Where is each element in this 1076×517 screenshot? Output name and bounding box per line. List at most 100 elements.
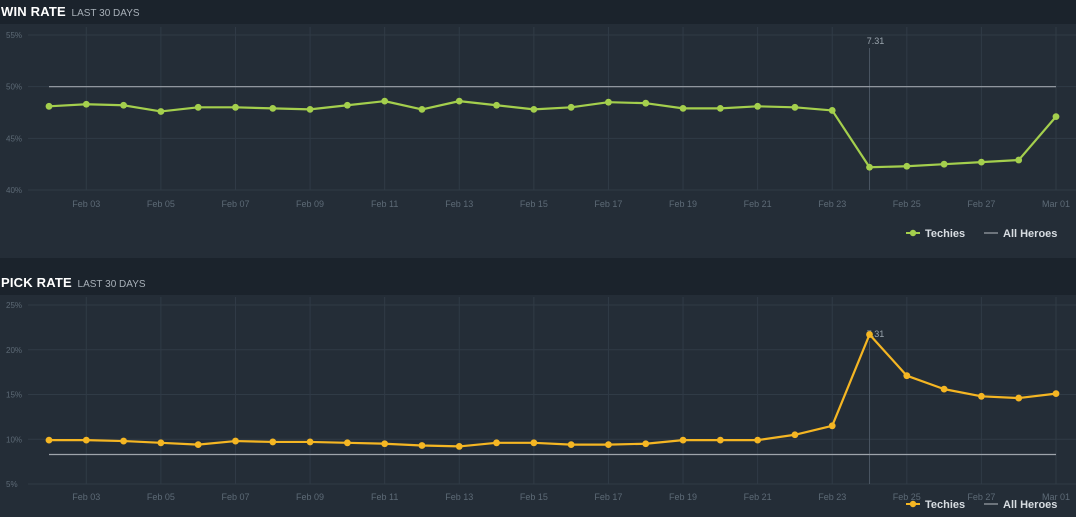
data-point xyxy=(1052,390,1060,398)
data-point xyxy=(306,438,314,446)
data-point xyxy=(679,436,687,444)
x-tick-label: Feb 19 xyxy=(669,199,697,209)
win-rate-title: WIN RATE xyxy=(1,4,66,19)
x-tick-label: Feb 21 xyxy=(744,199,772,209)
data-point xyxy=(381,97,389,105)
x-tick-label: Feb 03 xyxy=(72,199,100,209)
patch-marker-label: 7.31 xyxy=(867,329,885,339)
data-point xyxy=(828,107,836,114)
y-tick-label: 40% xyxy=(6,186,22,195)
data-point xyxy=(716,104,724,112)
x-tick-label: Feb 25 xyxy=(893,199,921,209)
data-point xyxy=(269,438,277,446)
x-tick-label: Feb 19 xyxy=(669,492,697,502)
legend-all-heroes-label: All Heroes xyxy=(1003,499,1057,511)
data-point xyxy=(828,422,836,430)
x-tick-label: Feb 11 xyxy=(371,492,398,502)
data-point xyxy=(232,103,239,111)
data-point xyxy=(642,99,650,107)
data-point xyxy=(567,103,575,111)
data-point xyxy=(605,441,612,449)
x-tick-label: Feb 21 xyxy=(744,492,772,502)
techies-line xyxy=(48,100,1057,169)
data-point xyxy=(82,436,90,444)
y-tick-label: 25% xyxy=(6,301,22,310)
x-tick-label: Feb 23 xyxy=(818,492,846,502)
data-point xyxy=(45,436,53,444)
data-point xyxy=(1015,394,1023,402)
x-tick-label: Feb 07 xyxy=(221,492,249,502)
data-point xyxy=(940,160,948,168)
data-point xyxy=(978,158,985,166)
data-point xyxy=(754,102,762,110)
data-point xyxy=(120,101,127,109)
y-tick-label: 5% xyxy=(6,480,18,489)
data-point xyxy=(642,440,650,448)
data-point xyxy=(978,392,985,400)
data-point xyxy=(493,101,500,109)
data-point xyxy=(716,436,724,444)
data-point xyxy=(306,106,314,113)
data-point xyxy=(866,331,873,338)
pick-rate-subtitle: LAST 30 DAYS xyxy=(77,279,146,290)
x-tick-label: Feb 11 xyxy=(371,199,398,209)
data-point xyxy=(791,431,799,439)
x-tick-label: Feb 15 xyxy=(520,492,548,502)
data-point xyxy=(381,440,389,448)
win-rate-panel: WIN RATE LAST 30 DAYS 40% 45% 50% 55% Feb 03… xyxy=(0,0,1076,258)
data-point xyxy=(530,439,538,447)
win-rate-header: WIN RATE LAST 30 DAYS xyxy=(0,0,1076,24)
x-tick-label: Feb 09 xyxy=(296,199,324,209)
legend-techies-marker xyxy=(909,500,917,508)
data-point xyxy=(157,439,165,447)
pick-rate-panel: PICK RATE LAST 30 DAYS 5% 10% 15% 20% 25% Feb… xyxy=(0,271,1076,517)
data-point xyxy=(194,441,202,449)
x-tick-label: Mar 01 xyxy=(1042,492,1070,502)
y-tick-label: 50% xyxy=(6,83,22,92)
section-divider xyxy=(0,258,1076,271)
data-point xyxy=(194,103,202,111)
x-tick-label: Feb 13 xyxy=(445,492,473,502)
data-point xyxy=(940,385,948,393)
x-tick-label: Feb 03 xyxy=(72,492,100,502)
x-tick-label: Feb 25 xyxy=(893,492,921,502)
legend-techies-label: Techies xyxy=(925,228,965,240)
data-point xyxy=(455,443,463,450)
x-tick-label: Feb 17 xyxy=(594,199,622,209)
x-tick-label: Feb 05 xyxy=(147,492,175,502)
x-tick-label: Feb 09 xyxy=(296,492,324,502)
techies-line xyxy=(49,333,1057,448)
win-rate-chart: 40% 45% 50% 55% Feb 03 Feb 05 Feb 07 Feb 09 Feb … xyxy=(6,27,1076,240)
data-point xyxy=(567,441,575,449)
data-point xyxy=(903,162,911,170)
x-tick-label: Feb 27 xyxy=(967,492,995,502)
data-point xyxy=(754,436,762,444)
data-point xyxy=(45,102,53,110)
pick-rate-header: PICK RATE LAST 30 DAYS xyxy=(0,271,1076,295)
x-tick-label: Feb 17 xyxy=(594,492,622,502)
pick-rate-title: PICK RATE xyxy=(1,275,72,290)
data-point xyxy=(866,163,873,171)
patch-marker-label: 7.31 xyxy=(867,36,885,46)
data-point xyxy=(679,104,687,112)
data-point xyxy=(120,437,127,445)
data-point xyxy=(418,106,426,113)
legend-techies-marker xyxy=(909,229,917,237)
data-point xyxy=(1052,113,1060,121)
data-point xyxy=(455,97,463,105)
pick-rate-chart: 5% 10% 15% 20% 25% Feb 03 Feb 05 Feb 07 Feb 09 Fe… xyxy=(6,297,1076,511)
data-point xyxy=(232,437,239,445)
data-point xyxy=(418,442,426,449)
data-point xyxy=(1015,156,1023,164)
data-point xyxy=(493,439,500,447)
y-tick-label: 15% xyxy=(6,391,22,400)
x-tick-label: Feb 15 xyxy=(520,199,548,209)
data-point xyxy=(343,101,351,109)
y-tick-label: 45% xyxy=(6,134,22,143)
y-tick-label: 10% xyxy=(6,435,22,444)
x-tick-label: Feb 07 xyxy=(221,199,249,209)
legend-techies-label: Techies xyxy=(925,499,965,511)
data-point xyxy=(605,98,612,106)
x-tick-label: Mar 01 xyxy=(1042,199,1070,209)
x-tick-label: Feb 23 xyxy=(818,199,846,209)
